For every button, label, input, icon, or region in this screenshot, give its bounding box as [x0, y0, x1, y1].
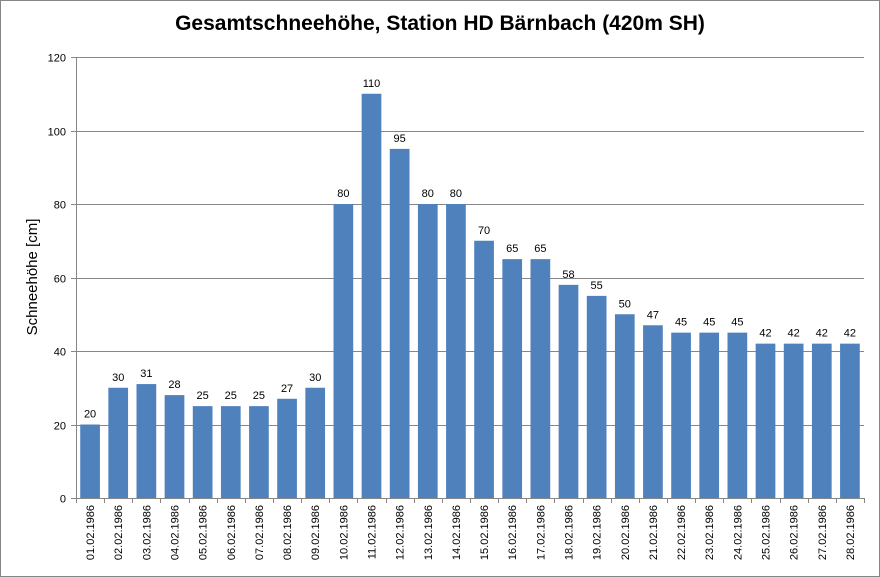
x-tick-label: 04.02.1986 [170, 505, 182, 560]
x-tick-label: 17.02.1986 [535, 505, 547, 560]
x-tick-label: 26.02.1986 [789, 505, 801, 560]
bar [558, 284, 579, 498]
x-tick-label: 02.02.1986 [113, 505, 125, 560]
data-label: 42 [788, 328, 800, 340]
data-label: 65 [534, 243, 546, 255]
y-tick-label: 60 [54, 274, 66, 286]
bar [811, 343, 832, 498]
data-label: 27 [281, 383, 293, 395]
bar [474, 240, 494, 498]
x-tick-label: 14.02.1986 [451, 505, 463, 560]
x-tick-label: 11.02.1986 [367, 505, 379, 559]
data-label: 110 [363, 78, 381, 90]
x-tick-label: 07.02.1986 [254, 505, 266, 560]
x-tick-label: 09.02.1986 [310, 505, 322, 560]
data-label: 25 [225, 390, 237, 402]
x-tick-label: 18.02.1986 [564, 505, 576, 560]
bar [502, 259, 523, 499]
y-tick-label: 80 [54, 200, 66, 212]
x-tick-label: 05.02.1986 [198, 505, 210, 560]
data-label: 30 [112, 372, 124, 384]
data-label: 25 [197, 390, 209, 402]
x-tick-label: 19.02.1986 [592, 505, 604, 560]
data-label: 80 [450, 188, 462, 200]
bar [361, 93, 382, 498]
bar [755, 343, 776, 498]
x-tick-label: 21.02.1986 [648, 505, 660, 560]
y-tick-label: 20 [54, 421, 66, 433]
data-label: 45 [675, 317, 687, 329]
x-tick-label: 15.02.1986 [479, 505, 491, 560]
x-tick-label: 16.02.1986 [507, 505, 519, 560]
data-label: 42 [816, 328, 828, 340]
x-tick-label: 03.02.1986 [141, 505, 153, 560]
data-label: 20 [84, 409, 96, 421]
bar [643, 325, 663, 498]
bar [586, 295, 607, 499]
data-label: 70 [478, 225, 490, 237]
bar [417, 204, 438, 498]
data-label: 50 [619, 298, 631, 310]
bar [671, 332, 691, 499]
bars [80, 93, 860, 499]
y-tick-label: 120 [48, 53, 66, 65]
y-tick-label: 0 [60, 494, 66, 506]
data-label: 80 [422, 188, 434, 200]
x-tick-label: 01.02.1986 [85, 505, 97, 560]
bar [446, 204, 466, 498]
bar [277, 398, 297, 498]
bar [305, 387, 326, 498]
bar [530, 259, 551, 499]
data-label: 47 [647, 309, 659, 321]
y-axis-label: Schneehöhe [cm] [24, 219, 41, 336]
chart-title: Gesamtschneehöhe, Station HD Bärnbach (4… [175, 12, 705, 35]
x-tick-label: 23.02.1986 [704, 505, 716, 560]
bar [333, 204, 354, 498]
bar [699, 332, 720, 499]
data-label: 55 [591, 280, 603, 292]
x-tick-label: 28.02.1986 [845, 505, 857, 560]
x-tick-label: 06.02.1986 [226, 505, 238, 560]
data-label: 31 [140, 368, 152, 380]
bar [80, 424, 100, 498]
y-tick-label: 100 [48, 127, 66, 139]
y-tick-label: 40 [54, 347, 66, 359]
bar [783, 343, 804, 498]
x-tick-label: 27.02.1986 [817, 505, 829, 560]
x-tick-label: 08.02.1986 [282, 505, 294, 560]
data-label: 45 [703, 317, 715, 329]
x-tick-label: 13.02.1986 [423, 505, 435, 560]
x-tick-label: 10.02.1986 [338, 505, 350, 560]
bar [136, 384, 157, 498]
x-tick-label: 25.02.1986 [761, 505, 773, 560]
x-tick-label: 20.02.1986 [620, 505, 632, 560]
bar [192, 406, 213, 499]
bar [614, 314, 635, 498]
labels: 0 20 40 60 80 100 120 20 01.02.1986 30 02.02.1986 3… [48, 53, 857, 561]
x-tick-label: 22.02.1986 [676, 505, 688, 560]
bar [727, 332, 748, 499]
bar [840, 343, 860, 498]
bar [108, 387, 129, 498]
data-label: 25 [253, 390, 265, 402]
axes [71, 57, 865, 503]
data-label: 80 [337, 188, 349, 200]
bar [249, 406, 269, 499]
bar [220, 406, 241, 499]
data-label: 95 [394, 133, 406, 145]
bar [389, 148, 410, 499]
x-tick-label: 24.02.1986 [732, 505, 744, 560]
x-tick-label: 12.02.1986 [395, 505, 407, 560]
data-label: 42 [759, 328, 771, 340]
data-label: 45 [731, 317, 743, 329]
bar [164, 395, 185, 498]
data-label: 28 [168, 379, 180, 391]
data-label: 30 [309, 372, 321, 384]
data-label: 42 [844, 328, 856, 340]
data-label: 58 [562, 269, 574, 281]
data-label: 65 [506, 243, 518, 255]
